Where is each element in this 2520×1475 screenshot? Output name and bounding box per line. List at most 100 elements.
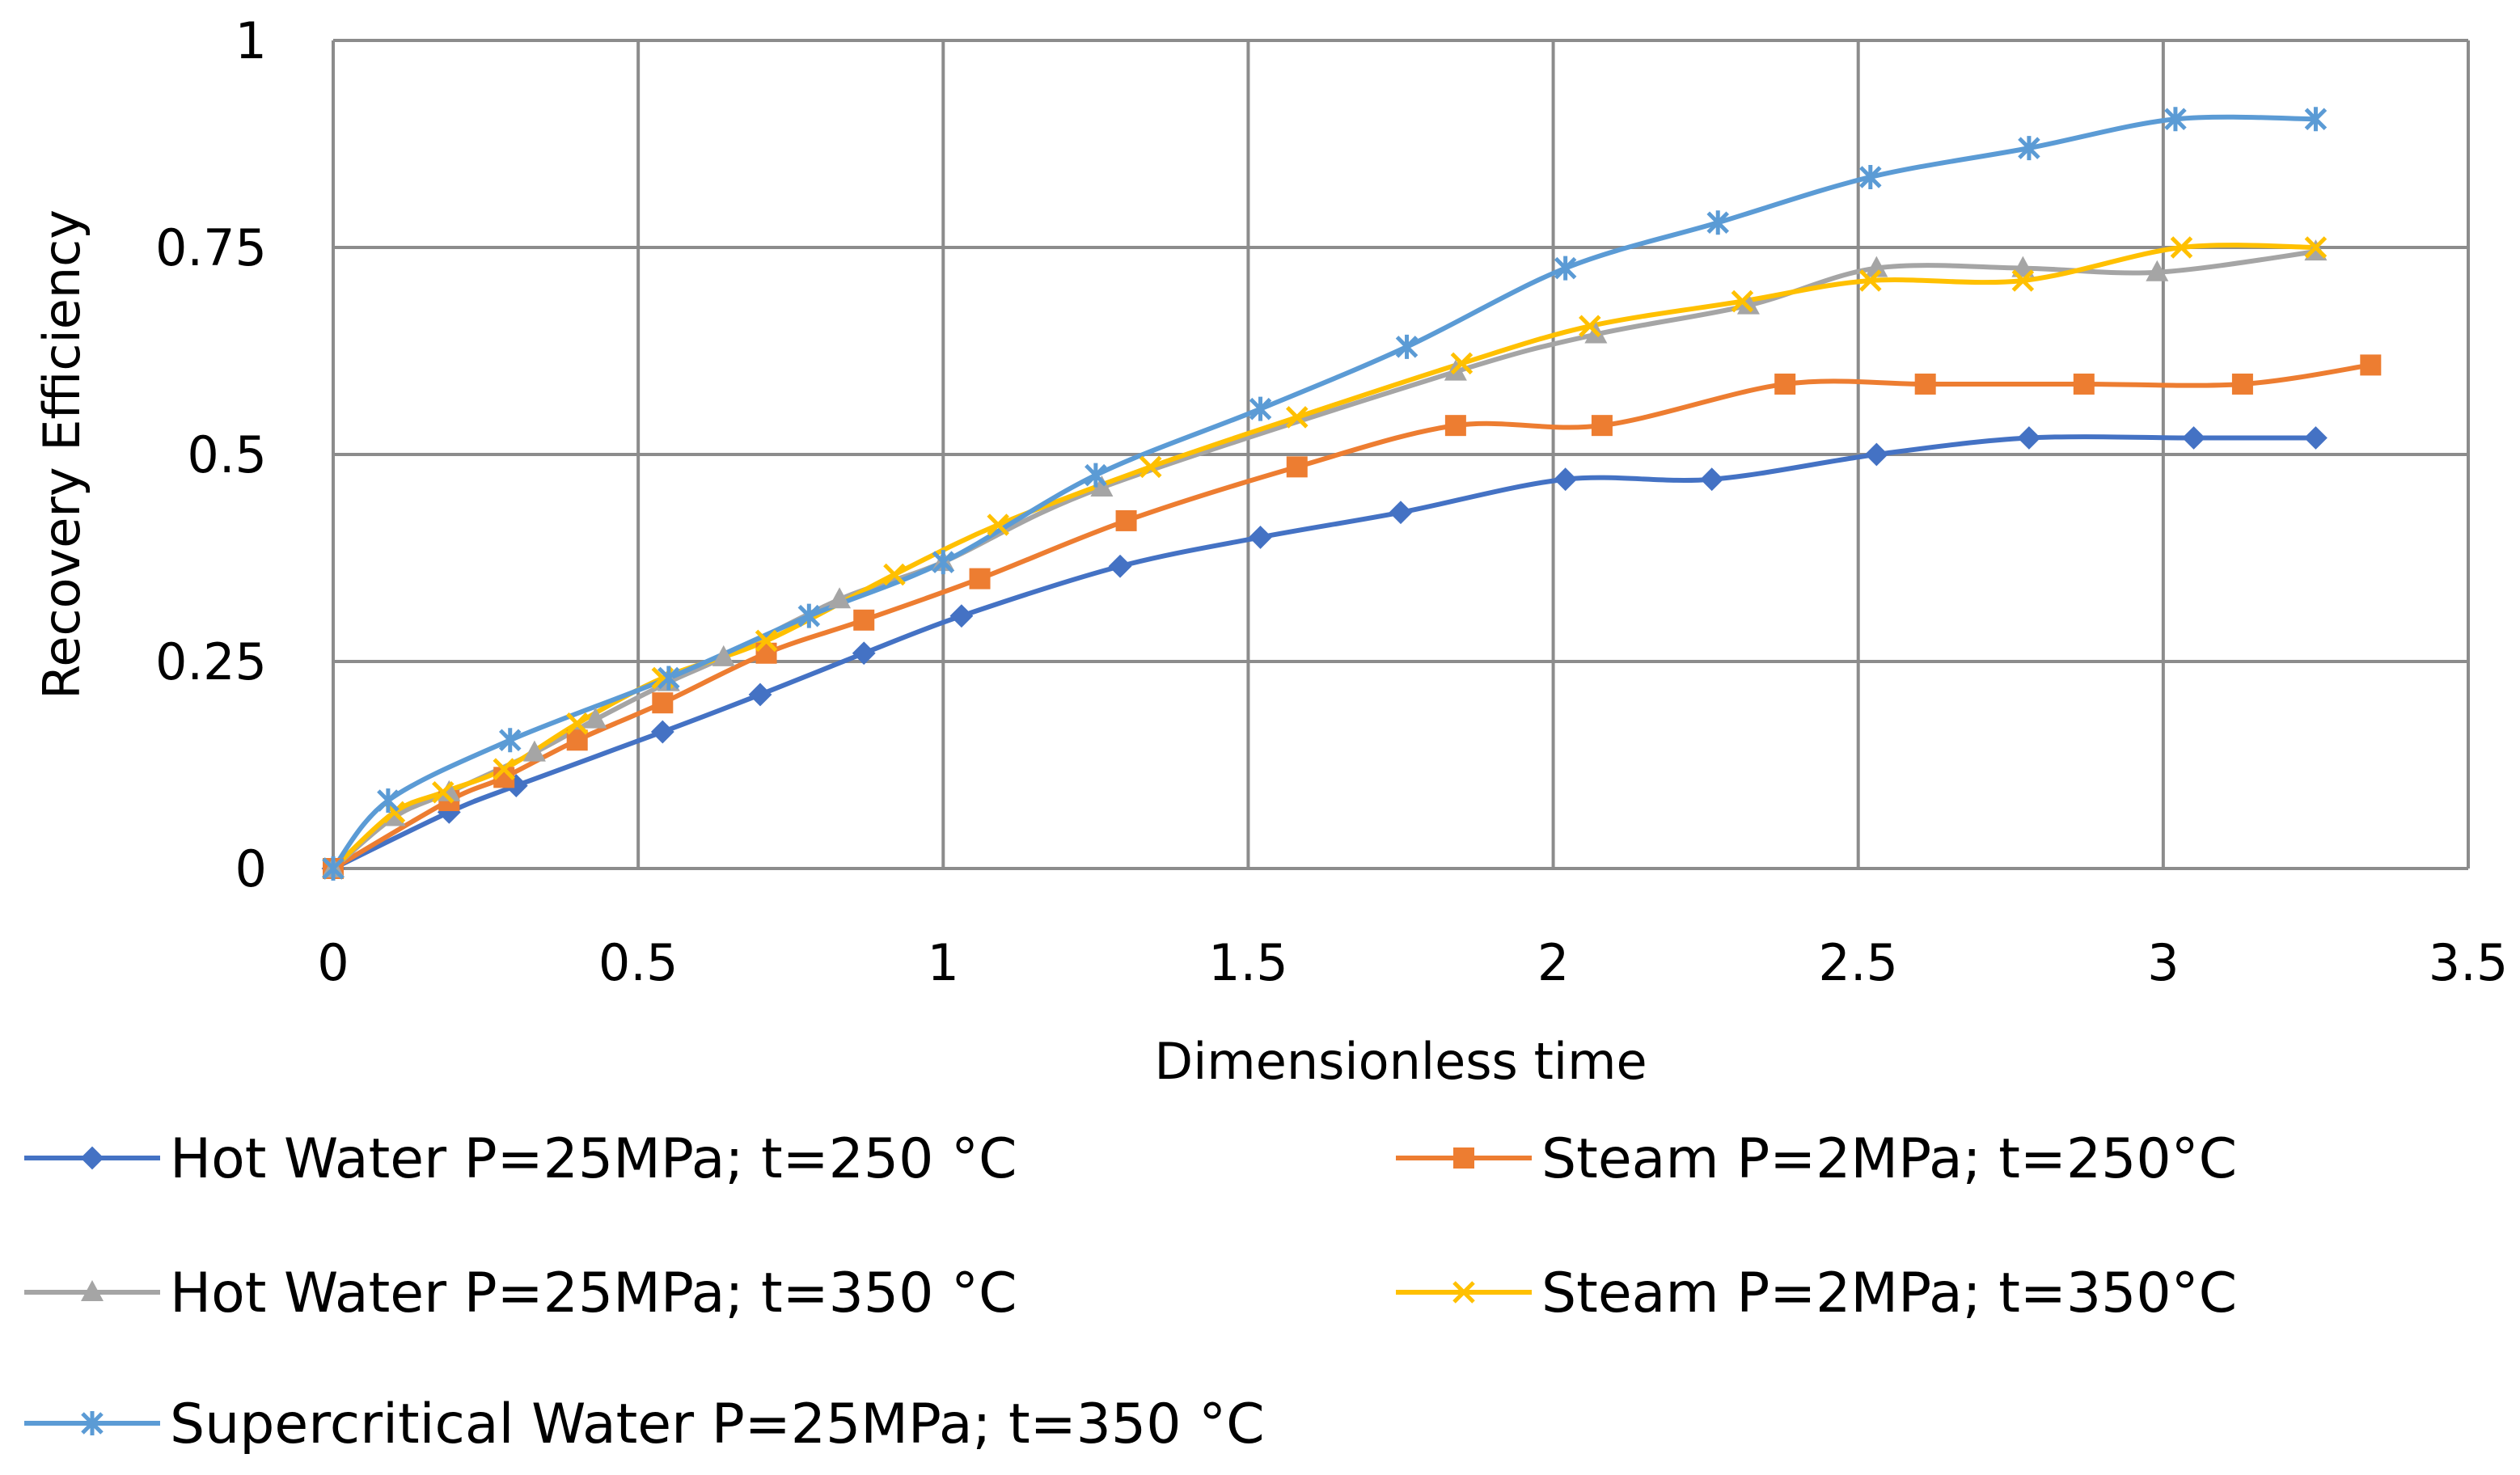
data-point-5 (2304, 107, 2328, 132)
data-point-2 (1914, 373, 1936, 395)
legend: Hot Water P=25MPa; t=250 °C Steam P=2MPa;… (24, 1127, 2237, 1456)
data-point-1 (650, 720, 674, 744)
y-tick-label: 0.5 (187, 425, 267, 484)
data-point-1 (2304, 426, 2328, 450)
x-tick-label: 2 (1537, 933, 1569, 992)
x-tick-label: 0.5 (598, 933, 679, 992)
data-point-3 (1736, 293, 1760, 315)
data-point-4 (2011, 269, 2035, 292)
data-point-5 (1706, 210, 1729, 235)
series-line-4 (331, 243, 2319, 871)
data-point-5 (657, 666, 680, 691)
data-point-3 (1090, 475, 1114, 497)
legend-item: Supercritical Water P=25MPa; t=350 °C (24, 1393, 1265, 1456)
data-point-4 (1139, 455, 1162, 479)
data-point-5 (498, 728, 522, 753)
x-tick-label: 1.5 (1208, 933, 1288, 992)
legend-marker (1453, 1147, 1474, 1169)
data-point-3 (712, 645, 735, 666)
data-point-1 (1554, 467, 1578, 492)
data-point-4 (883, 563, 906, 586)
data-point-4 (1731, 290, 1754, 313)
x-axis-title: Dimensionless time (1154, 1032, 1647, 1091)
y-tick-label: 0.25 (155, 632, 267, 691)
y-axis-title: Recovery Efficiency (32, 209, 91, 699)
data-point-4 (2170, 236, 2193, 259)
x-tick-label: 1 (928, 933, 959, 992)
data-point-3 (828, 587, 852, 609)
data-point-4 (2304, 236, 2328, 259)
legend-item: Hot Water P=25MPa; t=350 °C (24, 1262, 1017, 1325)
data-point-2 (652, 692, 674, 714)
legend-item: Steam P=2MPa; t=350°C (1396, 1262, 2237, 1325)
data-point-2 (1115, 509, 1137, 531)
data-point-2 (2073, 373, 2095, 395)
data-point-3 (522, 740, 546, 762)
legend-marker (81, 1411, 104, 1435)
legend-marker (81, 1280, 104, 1301)
data-point-2 (1444, 415, 1466, 437)
data-point-5 (1554, 256, 1577, 281)
data-point-1 (1700, 467, 1724, 492)
y-tick-label: 0 (235, 839, 267, 898)
data-point-3 (584, 707, 607, 729)
data-point-2 (969, 568, 991, 590)
data-point-5 (1859, 164, 1882, 189)
data-point-1 (2182, 426, 2205, 450)
data-point-2 (1591, 415, 1613, 437)
data-point-3 (2011, 256, 2035, 277)
series-line-3 (331, 249, 2319, 871)
x-tick-label: 3.5 (2429, 933, 2509, 992)
data-point-4 (493, 758, 515, 780)
data-point-5 (1085, 463, 1107, 488)
data-point-1 (852, 641, 876, 666)
y-tick-label: 0.75 (155, 218, 267, 277)
data-point-4 (755, 629, 778, 653)
legend-item: Hot Water P=25MPa; t=250 °C (24, 1127, 1017, 1191)
data-point-3 (2146, 260, 2169, 281)
series-markers (321, 107, 2382, 881)
data-point-1 (1249, 525, 1272, 549)
data-point-3 (383, 805, 406, 826)
data-point-2 (2231, 373, 2253, 395)
legend-item: Steam P=2MPa; t=250°C (1396, 1127, 2237, 1191)
data-point-2 (1286, 456, 1308, 478)
data-point-5 (377, 788, 400, 814)
legend-label: Steam P=2MPa; t=250°C (1541, 1127, 2237, 1191)
data-point-1 (2017, 426, 2041, 450)
x-tick-label: 2.5 (1818, 933, 1898, 992)
y-tick-label: 1 (235, 11, 267, 70)
data-point-3 (1865, 256, 1888, 277)
data-point-4 (987, 514, 1009, 536)
legend-label: Hot Water P=25MPa; t=250 °C (170, 1127, 1017, 1191)
data-point-2 (2360, 354, 2382, 376)
data-point-5 (1395, 334, 1419, 359)
data-point-1 (1108, 554, 1132, 578)
legend-label: Steam P=2MPa; t=350°C (1541, 1262, 2237, 1325)
data-point-5 (797, 603, 821, 628)
legend-label: Supercritical Water P=25MPa; t=350 °C (170, 1393, 1265, 1456)
legend-label: Hot Water P=25MPa; t=350 °C (170, 1262, 1017, 1325)
data-point-4 (1859, 269, 1882, 292)
data-point-1 (1389, 501, 1413, 525)
data-point-2 (1774, 373, 1796, 395)
data-point-5 (1249, 396, 1272, 421)
data-point-4 (1579, 315, 1601, 338)
grid-lines (332, 39, 2470, 870)
data-point-4 (1450, 352, 1474, 375)
data-point-2 (853, 609, 875, 631)
data-point-4 (1286, 406, 1309, 429)
data-point-5 (932, 550, 955, 575)
tick-labels: 0 0.25 0.5 0.75 1 0 0.5 1 1.5 2 2.5 3 3.5 (155, 11, 2508, 992)
data-point-5 (2164, 107, 2187, 132)
data-point-1 (748, 683, 772, 707)
data-point-3 (438, 780, 461, 801)
series-line-1 (331, 434, 2319, 871)
x-tick-label: 3 (2147, 933, 2179, 992)
x-tick-label: 0 (317, 933, 349, 992)
legend-marker (80, 1146, 104, 1170)
data-point-4 (565, 712, 589, 735)
data-point-5 (2018, 136, 2040, 161)
data-point-5 (322, 856, 345, 881)
